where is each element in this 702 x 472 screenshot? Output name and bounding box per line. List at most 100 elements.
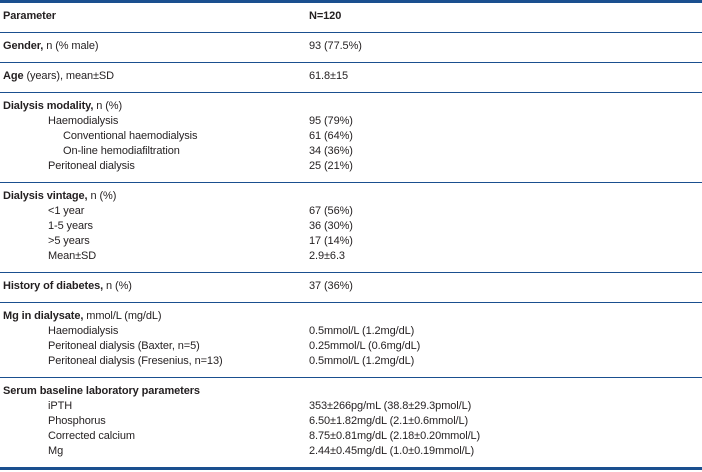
table-row: 1-5 years 36 (30%) <box>0 219 702 234</box>
row-label-cell: Age (years), mean±SD <box>0 69 309 84</box>
table-row: History of diabetes, n (%) 37 (36%) <box>0 279 702 294</box>
table-group: Serum baseline laboratory parameters iPTH… <box>0 378 702 467</box>
row-value: 0.25mmol/L (0.6mg/dL) <box>309 340 421 352</box>
table-row: Gender, n (% male) 93 (77.5%) <box>0 39 702 54</box>
table-row: Dialysis vintage, n (%) <box>0 189 702 204</box>
row-label: Peritoneal dialysis <box>48 160 135 172</box>
row-label: Peritoneal dialysis (Fresenius, n=13) <box>48 355 223 367</box>
table-row: On-line hemodiafiltration 34 (36%) <box>0 144 702 159</box>
table-row: Peritoneal dialysis 25 (21%) <box>0 159 702 174</box>
row-label: Corrected calcium <box>48 430 135 442</box>
row-label-cell: <1 year <box>0 204 309 219</box>
table-header-row: Parameter N=120 <box>0 9 702 24</box>
row-label: n (% male) <box>43 40 99 52</box>
table-body: Gender, n (% male) 93 (77.5%) Age (years),… <box>0 33 702 467</box>
row-label-bold: Age <box>3 70 24 82</box>
table-row: iPTH 353±266pg/mL (38.8±29.3pmol/L) <box>0 399 702 414</box>
row-value: 353±266pg/mL (38.8±29.3pmol/L) <box>309 400 472 412</box>
table-row: Haemodialysis 95 (79%) <box>0 114 702 129</box>
table-row: >5 years 17 (14%) <box>0 234 702 249</box>
row-label: Peritoneal dialysis (Baxter, n=5) <box>48 340 200 352</box>
row-label-cell: Peritoneal dialysis (Fresenius, n=13) <box>0 354 309 369</box>
table-row: Dialysis modality, n (%) <box>0 99 702 114</box>
row-label: mmol/L (mg/dL) <box>83 310 162 322</box>
row-label: n (%) <box>87 190 117 202</box>
row-value: 0.5mmol/L (1.2mg/dL) <box>309 355 415 367</box>
column-header-n: N=120 <box>309 10 342 22</box>
row-label: >5 years <box>48 235 90 247</box>
row-label: iPTH <box>48 400 73 412</box>
row-label: Haemodialysis <box>48 115 119 127</box>
row-label-cell: Gender, n (% male) <box>0 39 309 54</box>
row-label-bold: Serum baseline laboratory parameters <box>3 385 200 397</box>
row-value <box>309 99 702 114</box>
table-row: Serum baseline laboratory parameters <box>0 384 702 399</box>
row-label: Haemodialysis <box>48 325 119 337</box>
row-label-cell: Mg <box>0 444 309 459</box>
row-label-cell: Mg in dialysate, mmol/L (mg/dL) <box>0 309 309 324</box>
row-label-cell: Haemodialysis <box>0 114 309 129</box>
row-label-bold: History of diabetes, <box>3 280 104 292</box>
table-group: Dialysis vintage, n (%) <1 year 67 (56%) 1-… <box>0 183 702 273</box>
row-value: 36 (30%) <box>309 220 353 232</box>
column-header-parameter: Parameter <box>3 10 56 22</box>
row-value: 25 (21%) <box>309 160 353 172</box>
row-value: 2.9±6.3 <box>309 250 345 262</box>
row-label-bold: Gender, <box>3 40 44 52</box>
row-label: On-line hemodiafiltration <box>63 145 180 157</box>
row-label-cell: Conventional haemodialysis <box>0 129 309 144</box>
row-label-cell: Corrected calcium <box>0 429 309 444</box>
column-header-parameter-cell: Parameter <box>0 9 309 24</box>
row-label-bold: Dialysis vintage, <box>3 190 88 202</box>
row-label-cell: Dialysis vintage, n (%) <box>0 189 309 204</box>
row-label-cell: Dialysis modality, n (%) <box>0 99 309 114</box>
row-label: Mean±SD <box>48 250 97 262</box>
table-row: Mg 2.44±0.45mg/dL (1.0±0.19mmol/L) <box>0 444 702 459</box>
row-label-cell: History of diabetes, n (%) <box>0 279 309 294</box>
row-label-cell: Peritoneal dialysis (Baxter, n=5) <box>0 339 309 354</box>
row-label-cell: On-line hemodiafiltration <box>0 144 309 159</box>
row-label: <1 year <box>48 205 85 217</box>
table-row: Age (years), mean±SD 61.8±15 <box>0 69 702 84</box>
row-value <box>309 309 702 324</box>
row-label-bold: Dialysis modality, <box>3 100 94 112</box>
row-label-bold: Mg in dialysate, <box>3 310 84 322</box>
row-value: 2.44±0.45mg/dL (1.0±0.19mmol/L) <box>309 445 475 457</box>
row-value: 93 (77.5%) <box>309 40 362 52</box>
table-group: Gender, n (% male) 93 (77.5%) <box>0 33 702 63</box>
row-value: 95 (79%) <box>309 115 353 127</box>
row-label-cell: Serum baseline laboratory parameters <box>0 384 309 399</box>
row-label-cell: Peritoneal dialysis <box>0 159 309 174</box>
table-group: Dialysis modality, n (%) Haemodialysis 95 … <box>0 93 702 183</box>
row-value: 17 (14%) <box>309 235 353 247</box>
row-label: Conventional haemodialysis <box>63 130 198 142</box>
row-label-cell: 1-5 years <box>0 219 309 234</box>
table-row: Peritoneal dialysis (Fresenius, n=13) 0.5… <box>0 354 702 369</box>
row-label: Phosphorus <box>48 415 106 427</box>
row-value: 67 (56%) <box>309 205 353 217</box>
row-label: 1-5 years <box>48 220 93 232</box>
row-label-cell: Mean±SD <box>0 249 309 264</box>
row-value: 6.50±1.82mg/dL (2.1±0.6mmol/L) <box>309 415 469 427</box>
table-row: Conventional haemodialysis 61 (64%) <box>0 129 702 144</box>
table-group: History of diabetes, n (%) 37 (36%) <box>0 273 702 303</box>
row-value: 61 (64%) <box>309 130 353 142</box>
row-value <box>309 384 702 399</box>
row-value: 8.75±0.81mg/dL (2.18±0.20mmol/L) <box>309 430 481 442</box>
table-row: Corrected calcium 8.75±0.81mg/dL (2.18±0.… <box>0 429 702 444</box>
row-value: 0.5mmol/L (1.2mg/dL) <box>309 325 415 337</box>
row-value: 61.8±15 <box>309 70 348 82</box>
table-group: Mg in dialysate, mmol/L (mg/dL) Haemodial… <box>0 303 702 378</box>
table-group: Age (years), mean±SD 61.8±15 <box>0 63 702 93</box>
table-header-group: Parameter N=120 <box>0 3 702 33</box>
row-label-cell: >5 years <box>0 234 309 249</box>
row-label-cell: Phosphorus <box>0 414 309 429</box>
table-row: Mg in dialysate, mmol/L (mg/dL) <box>0 309 702 324</box>
row-label: Mg <box>48 445 64 457</box>
row-label: n (%) <box>103 280 132 292</box>
row-label-cell: Haemodialysis <box>0 324 309 339</box>
table-row: Phosphorus 6.50±1.82mg/dL (2.1±0.6mmol/L) <box>0 414 702 429</box>
row-label: (years), mean±SD <box>23 70 115 82</box>
table-row: <1 year 67 (56%) <box>0 204 702 219</box>
